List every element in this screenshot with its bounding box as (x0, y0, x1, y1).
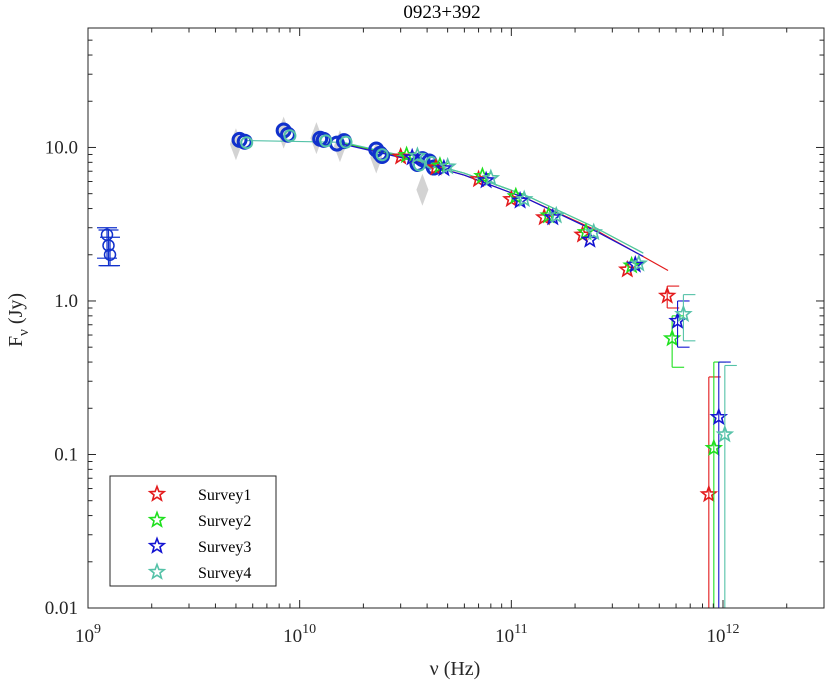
legend-survey1-label: Survey1 (198, 487, 251, 504)
archival-circle-marker-teal (375, 148, 389, 162)
archival-circle-marker (102, 239, 115, 252)
fit-survey3-line (342, 143, 644, 257)
x-tick-label-exponent: 9 (94, 622, 101, 637)
y-axis-label: Fν (Jy) (5, 293, 32, 347)
archival-circle-marker-teal (339, 135, 353, 149)
archival-circle-marker-teal (319, 134, 333, 148)
legend-survey4-label: Survey4 (198, 565, 251, 582)
survey4-star-marker (715, 424, 735, 443)
y-axis-label-unit: (Jy) (5, 293, 27, 329)
x-tick-label-exponent: 11 (514, 622, 527, 637)
legend: Survey1 Survey2 Survey3 Survey4 (109, 475, 277, 587)
survey4-star-marker (629, 253, 649, 272)
x-tick-label: 1011 (495, 622, 527, 647)
y-axis-label-subscript: ν (16, 329, 32, 336)
y-tick-label: 1.0 (54, 291, 78, 312)
survey3-star-marker (580, 230, 600, 248)
x-tick-label-base: 10 (707, 626, 726, 647)
legend-survey3-star (147, 536, 167, 554)
x-tick-label: 1012 (707, 622, 740, 647)
gray-diamond-marker (416, 173, 429, 206)
y-tick-label: 0.01 (45, 598, 78, 619)
archival-circle-marker-teal (240, 136, 254, 150)
survey-series-group (391, 145, 737, 608)
y-tick-label: 10.0 (45, 137, 78, 158)
survey4-star-marker (408, 146, 427, 164)
x-tick-label-base: 10 (495, 626, 514, 647)
legend-survey2-label: Survey2 (198, 513, 251, 530)
x-tick-label: 1010 (283, 622, 316, 647)
survey4-star-marker (514, 189, 534, 208)
survey3-star-marker (402, 147, 422, 166)
x-tick-label-exponent: 12 (726, 622, 740, 637)
legend-survey1-star (147, 484, 167, 502)
survey4-star-marker (481, 168, 501, 187)
legend-survey4-star (147, 562, 167, 580)
chart-title: 0923+392 (403, 2, 480, 23)
survey2-star-marker (473, 166, 492, 185)
archival-data-group (97, 122, 442, 267)
legend-survey2-star (147, 510, 167, 528)
survey4-star-marker (584, 222, 604, 241)
archival-circle-marker (103, 248, 117, 262)
x-axis-label: ν (Hz) (430, 658, 481, 680)
survey3-star-marker (709, 407, 729, 426)
survey4-star-marker (674, 304, 693, 323)
y-axis-label-f: F (5, 336, 27, 347)
survey1-star-marker (657, 286, 677, 304)
y-tick-label: 0.1 (54, 444, 78, 465)
y-axis-label-group: Fν (Jy) (5, 293, 32, 347)
survey4-star-marker (546, 205, 566, 224)
archival-circle-marker-teal (283, 129, 297, 143)
x-tick-label-base: 10 (75, 626, 94, 647)
survey1-star-marker (391, 146, 410, 165)
legend-box (109, 475, 277, 587)
x-tick-label-base: 10 (283, 626, 302, 647)
legend-survey3-label: Survey3 (198, 539, 251, 556)
x-tick-label-exponent: 10 (302, 622, 316, 637)
plot-frame (87, 27, 825, 609)
x-tick-label: 109 (75, 622, 101, 647)
survey4-star-marker (438, 156, 457, 175)
